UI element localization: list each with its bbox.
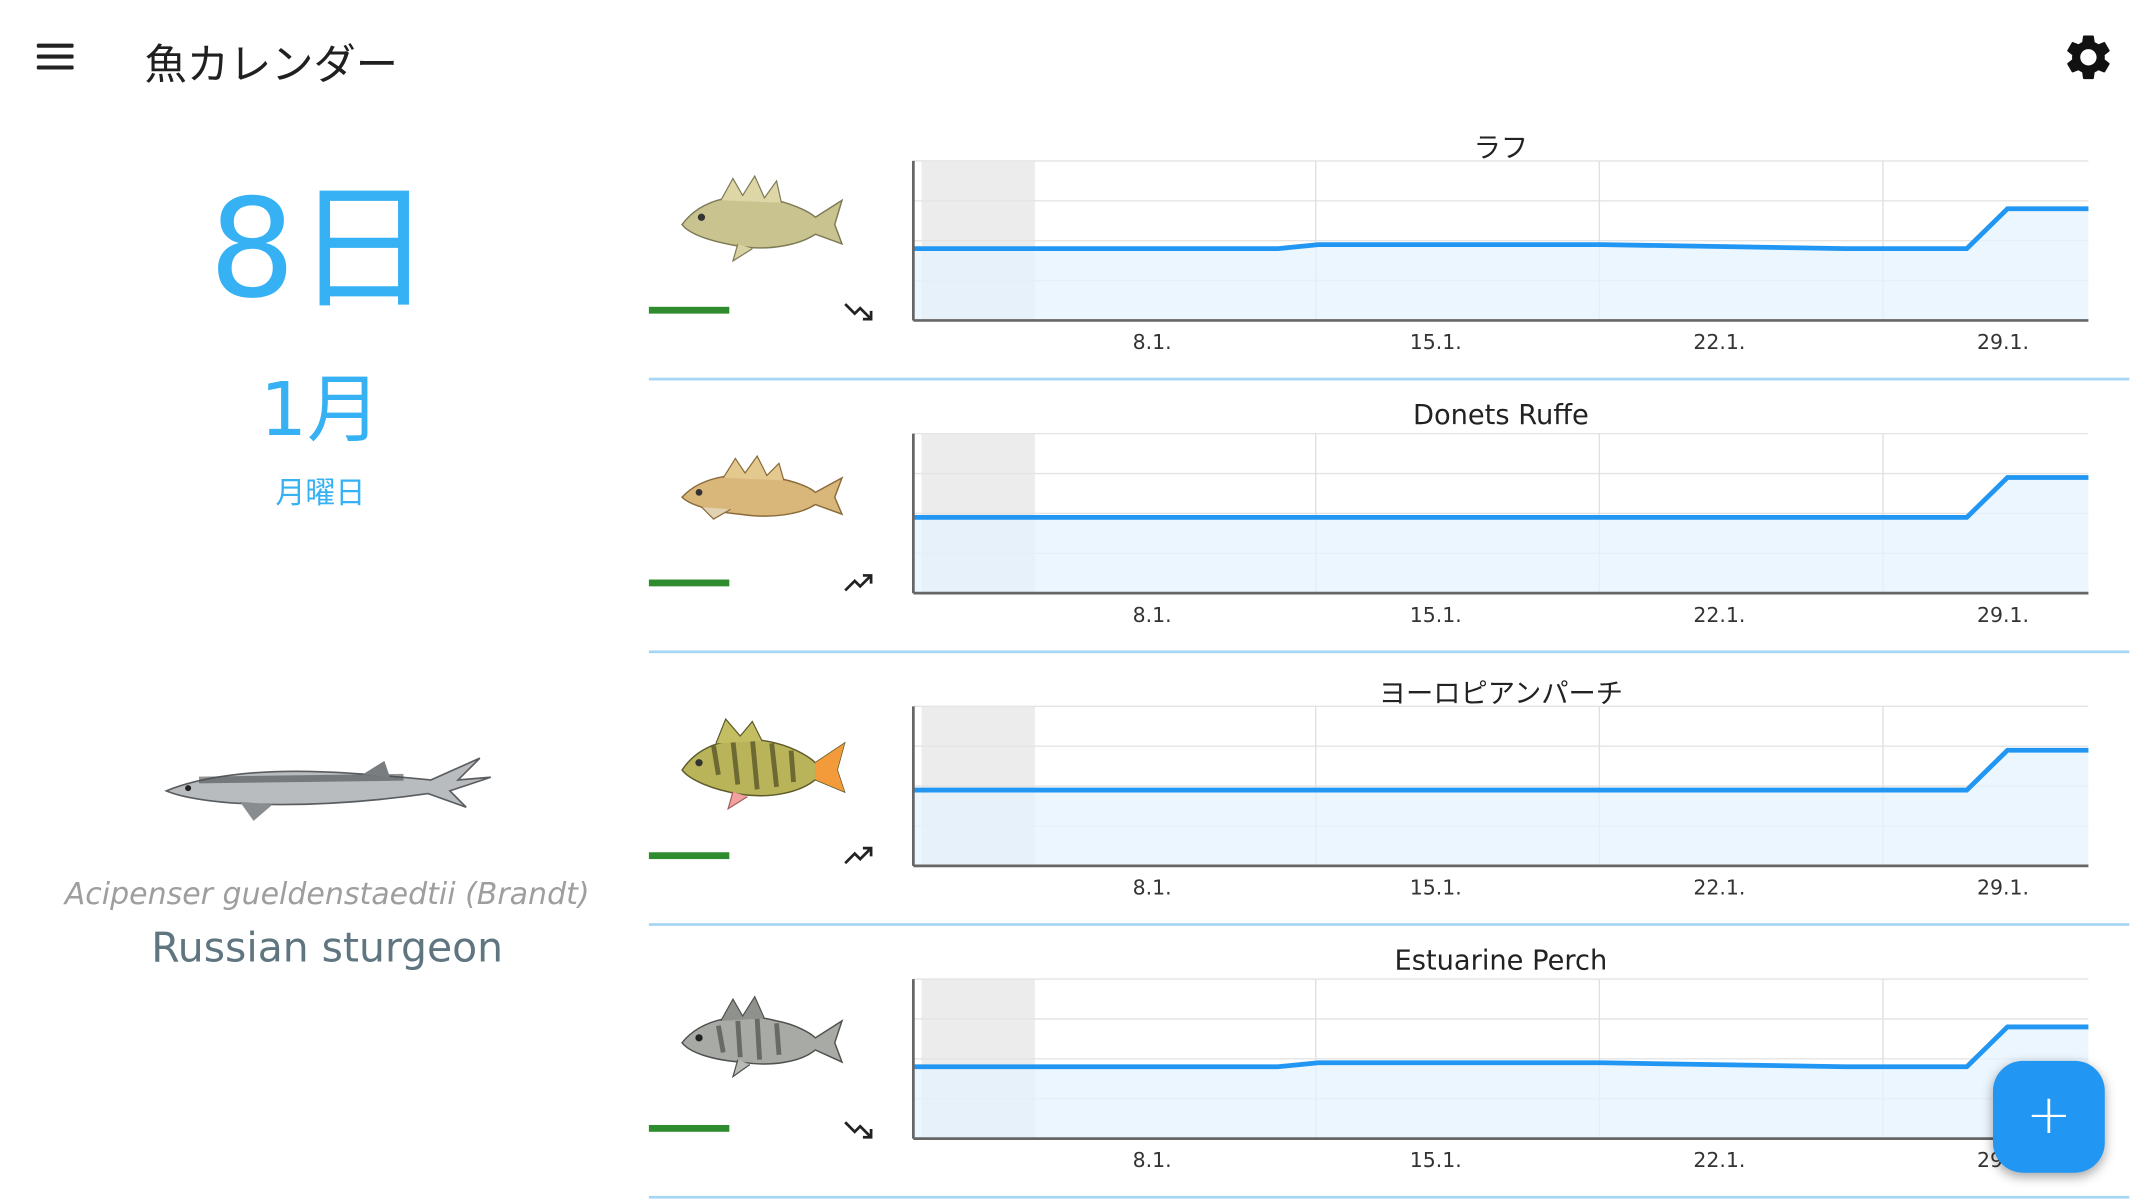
x-tick-label: 15.1.: [1410, 603, 1462, 627]
activity-area: [913, 1026, 2089, 1139]
x-tick-label: 22.1.: [1693, 1148, 1745, 1172]
current-day: 8日: [208, 169, 432, 329]
activity-line: [913, 206, 2089, 251]
row-divider: [648, 1195, 2130, 1199]
fish-image: [681, 175, 843, 262]
activity-line: [913, 1024, 2089, 1070]
current-weekday: 月曜日: [275, 477, 366, 512]
row-divider: [648, 923, 2130, 926]
fish-image: [660, 985, 864, 1094]
x-tick-label: 8.1.: [1133, 603, 1172, 627]
fish-list-item[interactable]: Donets Ruffe 8.1. 15.1. 22.1. 29.1.: [648, 382, 2130, 655]
x-tick-label: 15.1.: [1410, 330, 1462, 354]
row-divider: [648, 377, 2130, 381]
x-tick-label: 8.1.: [1133, 330, 1172, 354]
fish-name: ラフ: [1473, 130, 1529, 164]
x-tick-label: 22.1.: [1693, 876, 1745, 900]
trend-down-icon: [844, 303, 873, 321]
add-fish-button[interactable]: +: [1992, 1060, 2105, 1173]
activity-chart: 8.1. 15.1. 22.1. 29.1.: [911, 160, 2089, 354]
activity-chart: 8.1. 15.1. 22.1. 29.1.: [911, 432, 2089, 627]
fish-name: Estuarine Perch: [1394, 943, 1608, 977]
fish-list-item[interactable]: ヨーロピアンパーチ 8.1. 15.1. 22.1. 29.1.: [648, 655, 2130, 928]
featured-scientific-name: Acipenser gueldenstaedtii (Brandt): [64, 878, 590, 913]
fish-list-item[interactable]: ラフ 8.1. 15.1. 22.1. 29.1.: [648, 109, 2130, 382]
menu-icon: [36, 43, 74, 48]
fish-name: ヨーロピアンパーチ: [1378, 676, 1624, 710]
row-divider: [648, 650, 2130, 654]
activity-level-bar: [648, 306, 730, 314]
activity-area: [913, 477, 2089, 594]
gear-icon: [2067, 35, 2110, 80]
plus-icon: +: [2026, 1084, 2072, 1147]
activity-level-bar: [648, 579, 730, 587]
trend-up-icon: [844, 574, 873, 592]
x-tick-label: 8.1.: [1133, 876, 1172, 900]
activity-chart: 8.1. 15.1. 22.1. 29.1.: [911, 705, 2089, 900]
activity-area: [913, 750, 2089, 866]
featured-common-name: Russian sturgeon: [151, 924, 504, 973]
x-tick-label: 29.1.: [1977, 876, 2029, 900]
x-tick-label: 22.1.: [1693, 330, 1745, 354]
fish-image: [681, 455, 843, 520]
fish-list-item[interactable]: Estuarine Perch 8.1.15.1.22.1.29.1.: [648, 927, 2130, 1200]
activity-level-bar: [648, 1124, 730, 1132]
menu-button[interactable]: [25, 33, 88, 82]
fish-image: [660, 712, 864, 821]
trend-up-icon: [844, 846, 873, 865]
x-tick-label: 29.1.: [1977, 330, 2029, 354]
featured-fish-image[interactable]: [158, 747, 496, 829]
activity-level-bar: [648, 852, 730, 860]
x-tick-label: 15.1.: [1410, 876, 1462, 900]
app-title: 魚カレンダー: [144, 40, 399, 90]
activity-line: [913, 747, 2089, 793]
fish-name: Donets Ruffe: [1412, 398, 1589, 431]
activity-chart: 8.1.15.1.22.1.29.1.: [911, 978, 2089, 1172]
x-tick-label: 8.1.: [1133, 1148, 1172, 1172]
x-tick-label: 29.1.: [1977, 603, 2029, 627]
activity-line: [913, 475, 2089, 520]
trend-down-icon: [844, 1121, 873, 1139]
activity-area: [913, 208, 2089, 321]
settings-button[interactable]: [2061, 30, 2116, 85]
current-month: 1月: [260, 366, 381, 453]
x-tick-label: 22.1.: [1693, 603, 1745, 627]
x-tick-label: 15.1.: [1410, 1148, 1462, 1172]
